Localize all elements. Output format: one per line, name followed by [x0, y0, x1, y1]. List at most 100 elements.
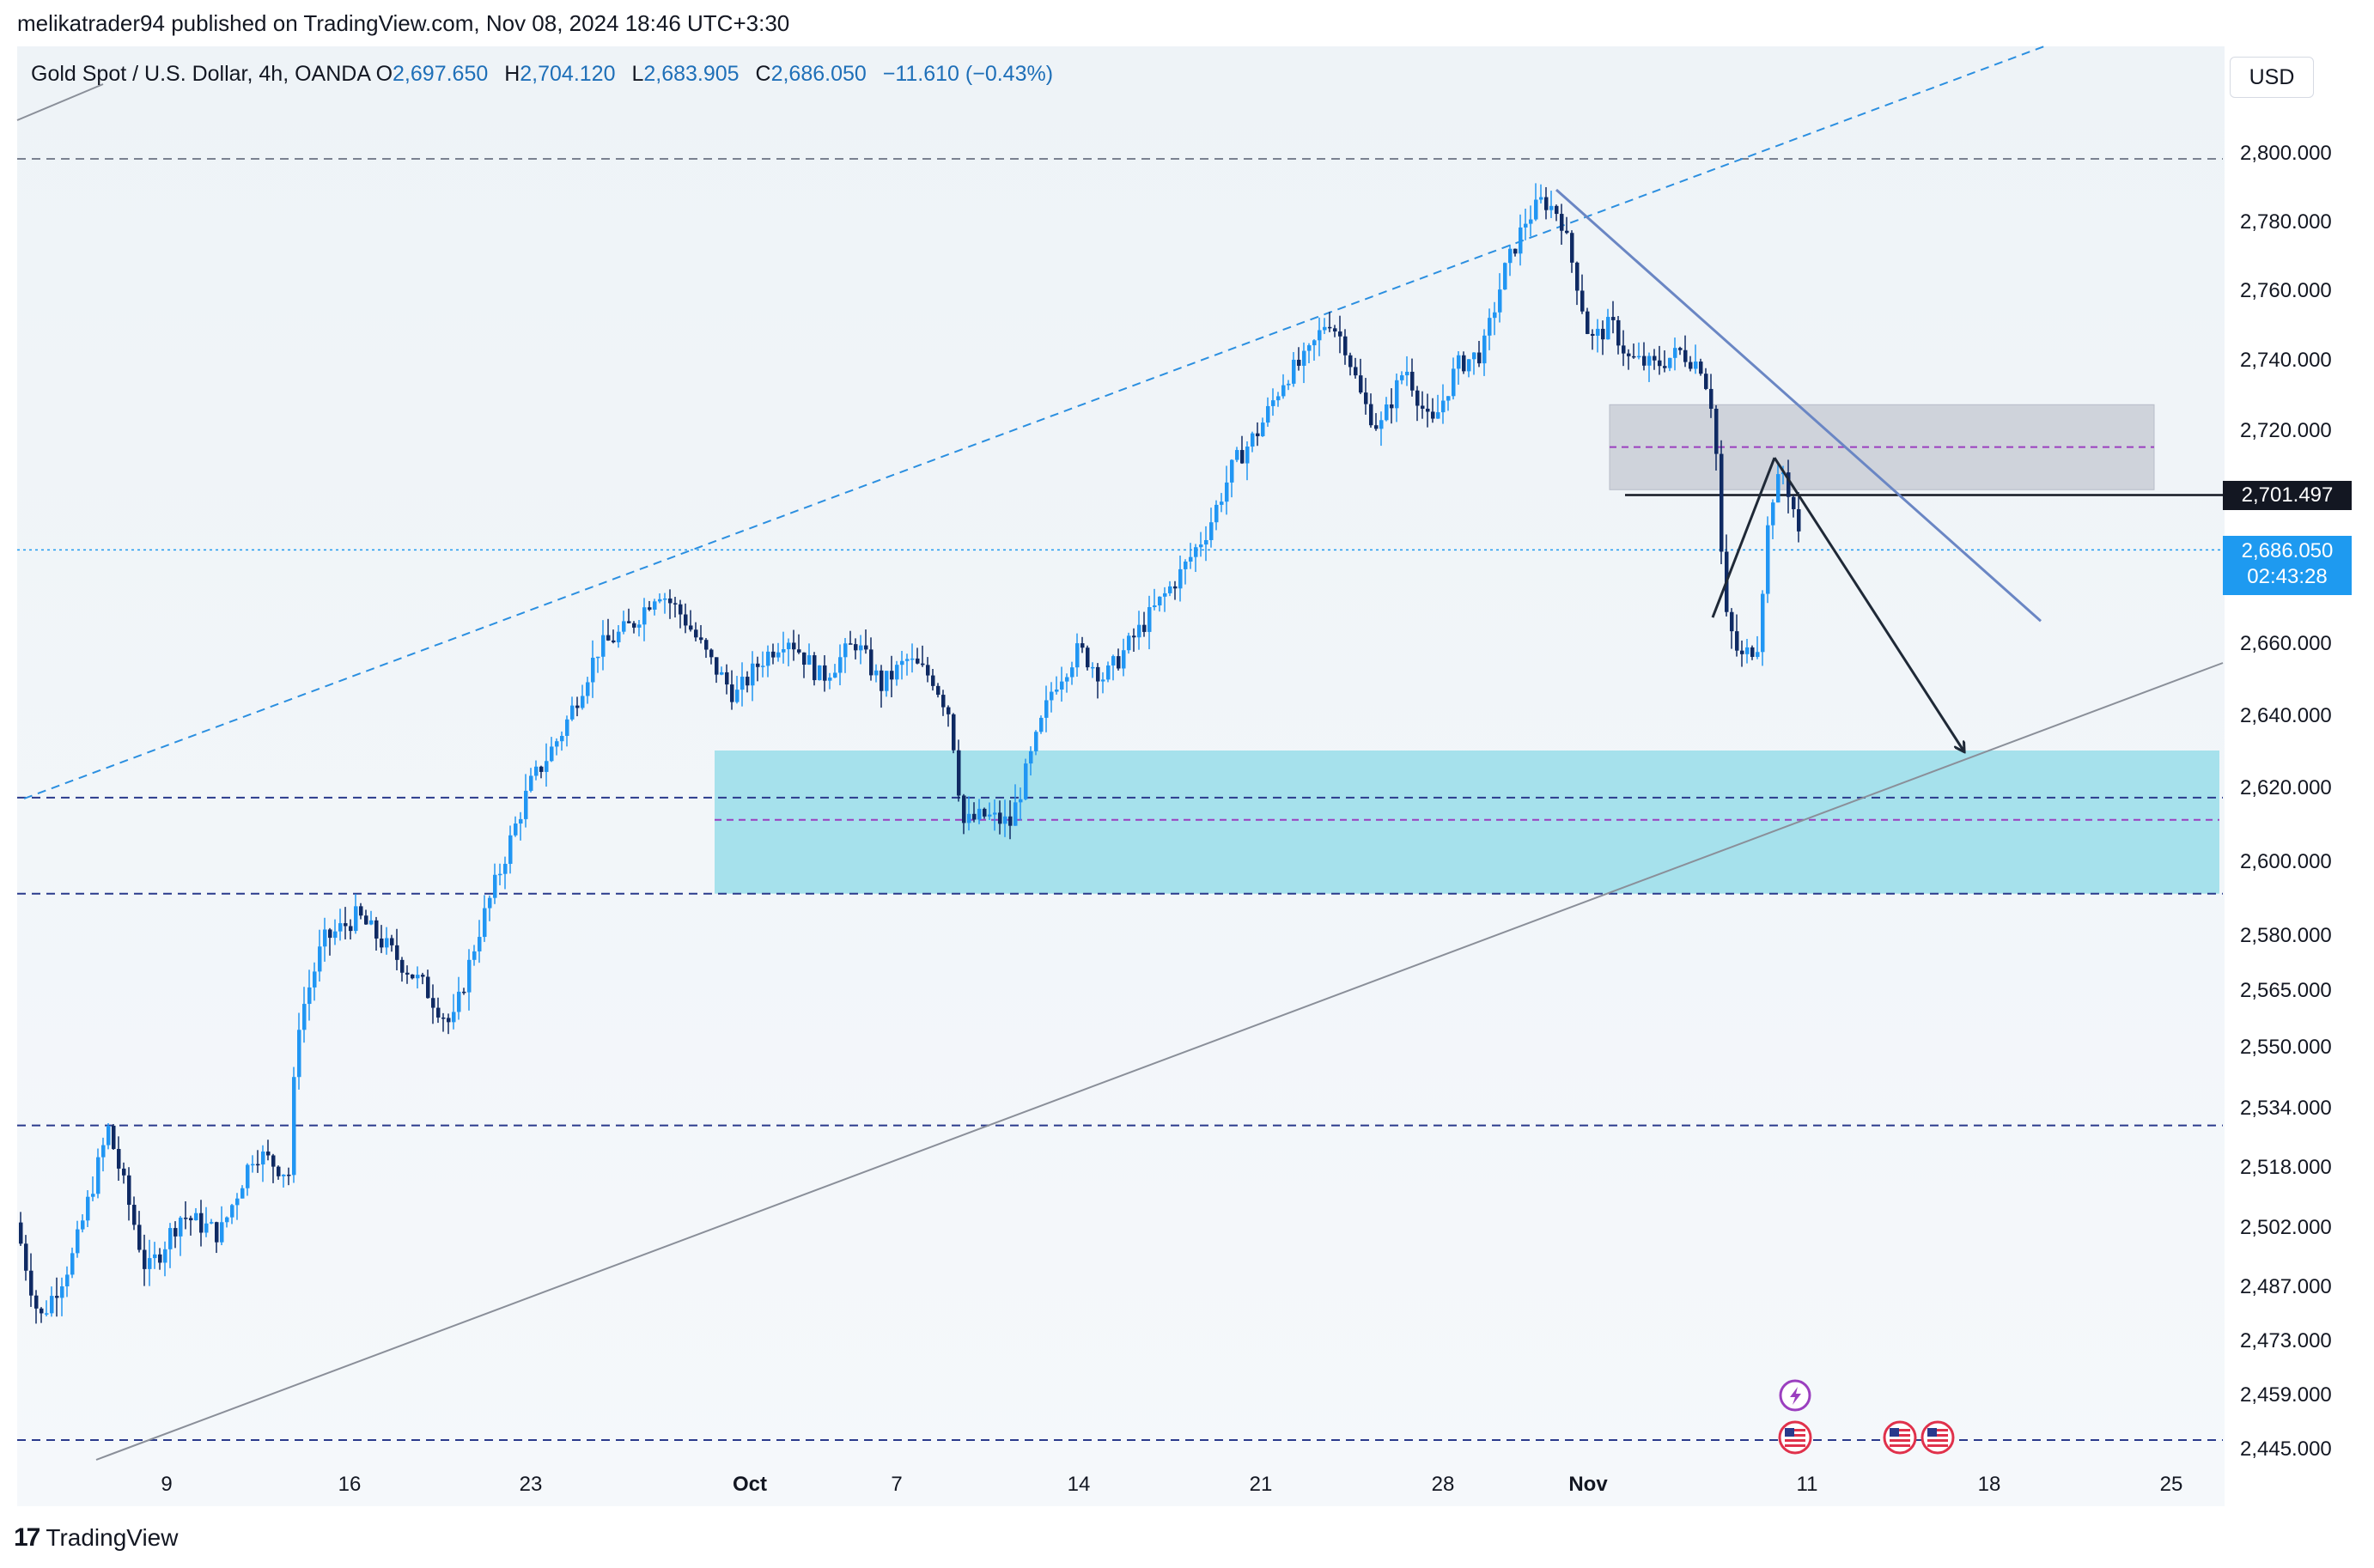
candle-body [1678, 348, 1683, 350]
candle [1596, 319, 1600, 353]
candle-body [596, 656, 600, 659]
candle [1668, 357, 1672, 372]
candle [746, 671, 750, 693]
candle-body [1704, 374, 1708, 389]
candle-body [1287, 383, 1291, 386]
candle-body [972, 813, 977, 820]
candle [1194, 544, 1198, 573]
candle [1750, 645, 1755, 660]
candle-body [1529, 219, 1533, 224]
candle-body [823, 665, 827, 681]
candle [565, 715, 569, 747]
candle [699, 624, 703, 644]
candle-body [813, 655, 817, 681]
candle [81, 1214, 85, 1233]
symbol-title[interactable]: Gold Spot / U.S. Dollar, 4h, OANDA [31, 62, 370, 86]
candle-body [1426, 408, 1430, 412]
candle [1297, 347, 1301, 371]
candle [967, 796, 971, 831]
candle-body [740, 677, 745, 690]
candle [910, 643, 915, 673]
candle-body [622, 621, 626, 632]
x-tick-label: 28 [1432, 1473, 1455, 1496]
candle [1117, 648, 1121, 671]
candle-body [488, 897, 492, 909]
candle-body [101, 1145, 106, 1158]
tradingview-logo[interactable]: 17 TradingView [14, 1523, 178, 1553]
candle-body [132, 1205, 137, 1225]
candle-body [1245, 447, 1250, 464]
candle [941, 690, 946, 716]
candle-body [550, 746, 554, 762]
candle-body [1683, 349, 1688, 362]
candle [833, 664, 837, 678]
candle-body [1668, 357, 1672, 368]
candle-body [1312, 340, 1317, 346]
candle-body [761, 665, 765, 667]
y-tick-label: 2,473.000 [2240, 1329, 2332, 1352]
candle [1792, 495, 1796, 518]
candle-body [797, 649, 801, 653]
us-flag-event-icon [1883, 1420, 1917, 1455]
candle-body [96, 1157, 100, 1194]
candle-body [467, 959, 472, 993]
candle-body [1075, 643, 1080, 668]
candle [122, 1162, 126, 1184]
candle-body [1374, 425, 1379, 429]
candle-body [1209, 522, 1214, 540]
candle-body [1400, 375, 1404, 380]
candle-body [586, 682, 590, 696]
candle-body [632, 623, 636, 628]
candle-body [1472, 352, 1476, 360]
candle [19, 1212, 23, 1246]
candle-body [905, 659, 910, 661]
candle [1405, 356, 1409, 386]
candle [1060, 666, 1064, 702]
candle [364, 909, 368, 925]
candle [503, 856, 508, 890]
candle-body [1354, 367, 1358, 376]
candle-body [1622, 345, 1626, 354]
candle-body [328, 929, 332, 939]
candle-body [447, 1018, 451, 1023]
candle-body [1503, 263, 1507, 290]
candle-body [472, 951, 477, 960]
candle-body [168, 1228, 173, 1249]
change-value: −11.610 (−0.43%) [882, 62, 1054, 86]
candle-body [1776, 474, 1780, 503]
candle [1220, 493, 1224, 513]
candle [1137, 611, 1141, 650]
candle [1658, 345, 1662, 375]
candle-body [715, 657, 719, 675]
candle [957, 739, 961, 802]
candle [570, 696, 575, 721]
candle-body [869, 649, 874, 676]
candle [34, 1290, 39, 1324]
candle-body [1632, 356, 1636, 358]
candle-body [431, 998, 435, 1008]
candle-body [1601, 328, 1605, 340]
candle-body [436, 1007, 441, 1018]
candle-body [1194, 547, 1198, 557]
candle-body [1611, 317, 1616, 320]
candle [467, 949, 472, 1011]
candle-body [256, 1164, 260, 1166]
candle [555, 738, 559, 756]
candle [1055, 676, 1059, 695]
currency-button[interactable]: USD [2230, 57, 2314, 98]
candle-body [1467, 359, 1471, 372]
candle-body [70, 1253, 75, 1275]
candle [323, 917, 327, 962]
candle [168, 1223, 173, 1268]
candle-body [529, 775, 533, 791]
candle-body [374, 920, 379, 939]
candle [1024, 758, 1028, 800]
candle-body [210, 1222, 214, 1224]
candle [684, 603, 688, 634]
candle [204, 1206, 209, 1237]
candle-body [1050, 691, 1054, 701]
candle-body [1256, 433, 1260, 436]
candle-body [648, 607, 652, 610]
candle-body [1586, 311, 1590, 334]
